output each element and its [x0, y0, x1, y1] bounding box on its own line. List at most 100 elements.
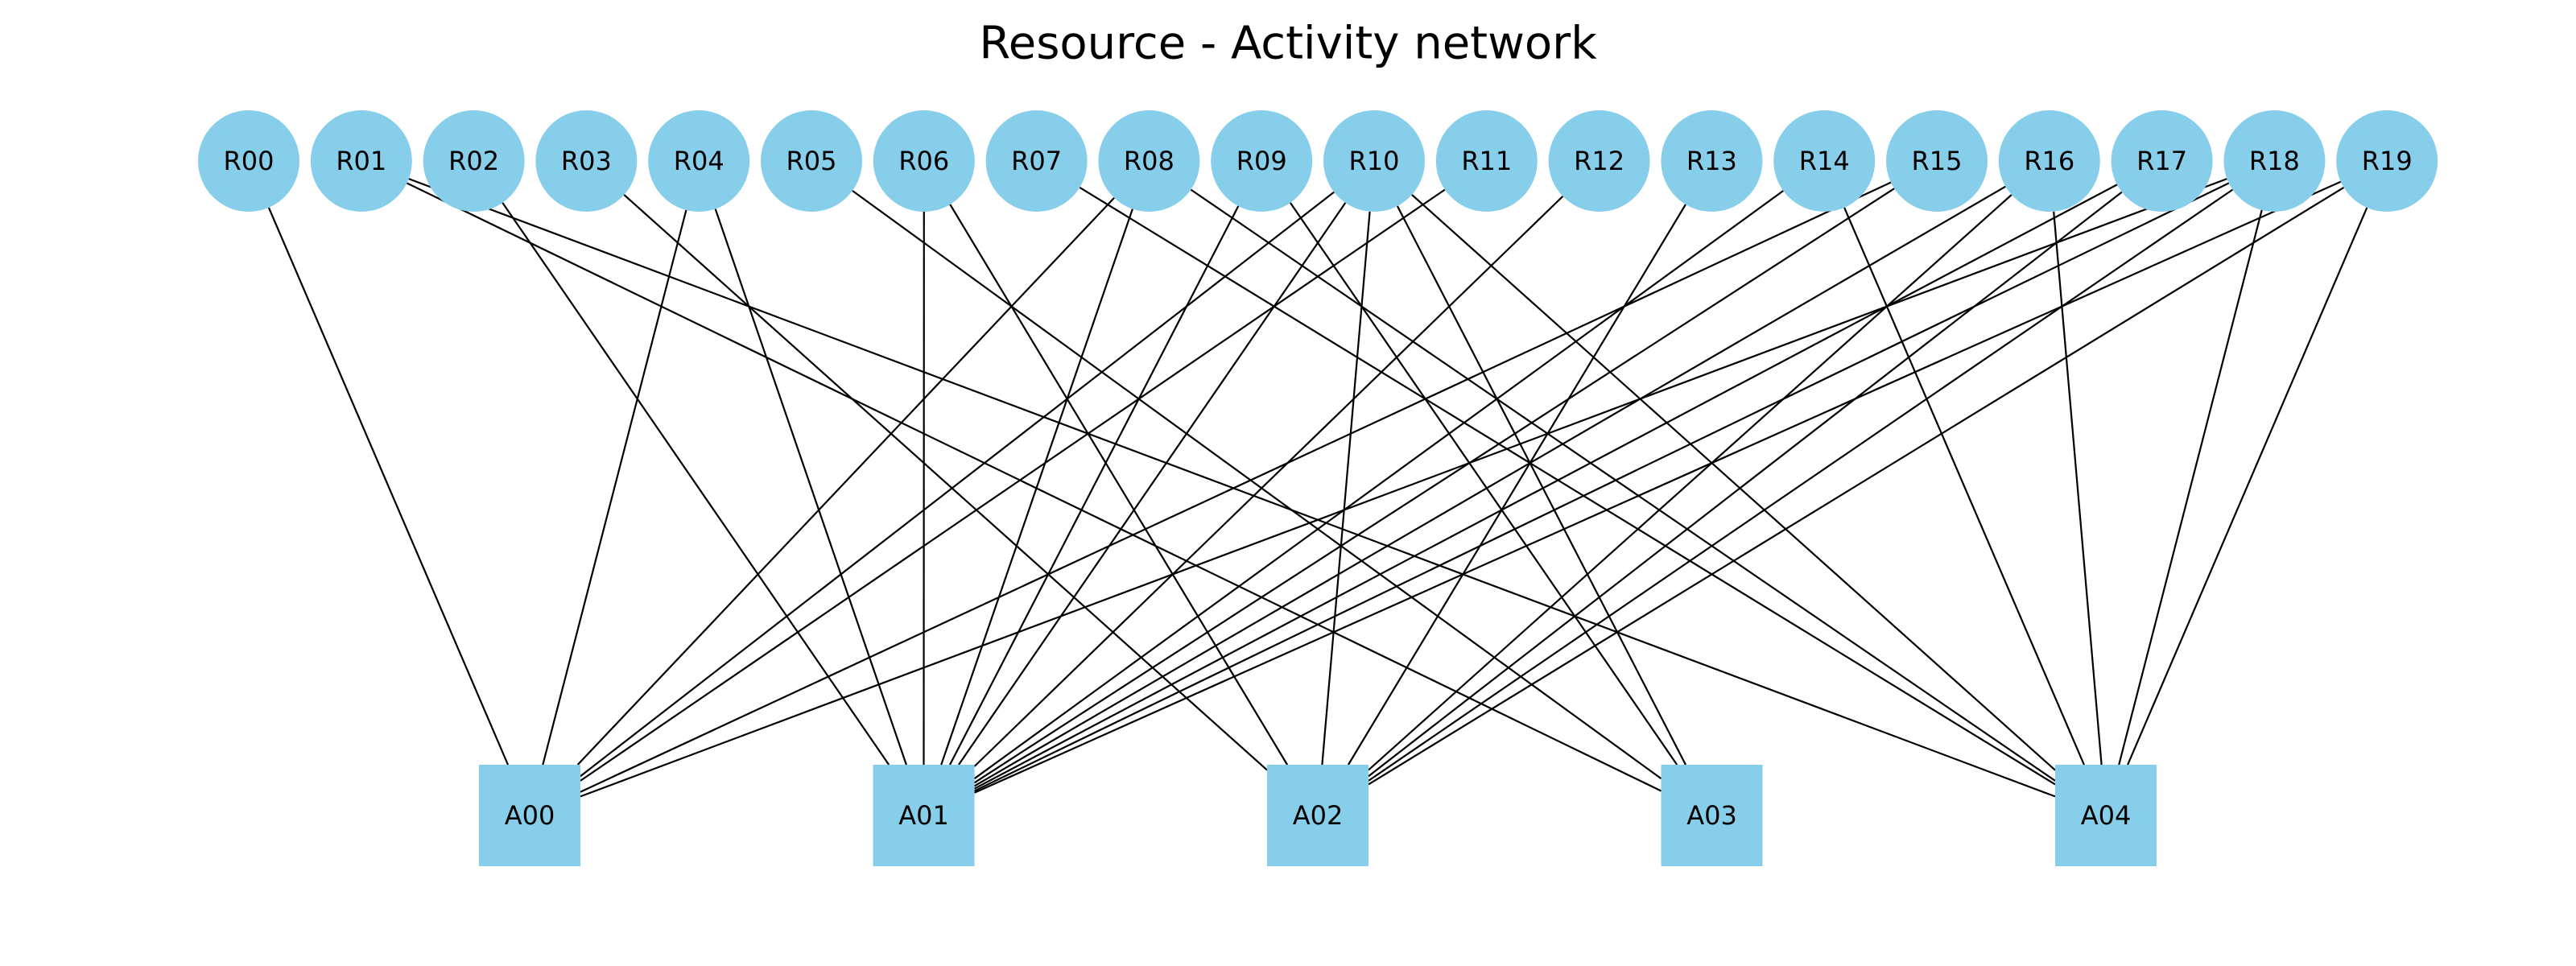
edge-r18-a00 — [580, 178, 2227, 798]
resource-circle — [1211, 110, 1313, 212]
edge-r01-a04 — [408, 178, 2056, 798]
activity-square — [873, 765, 975, 866]
resource-node-r14: R14 — [1773, 110, 1876, 212]
resource-node-r04: R04 — [648, 110, 750, 212]
resource-circle — [198, 110, 299, 212]
edge-r16-a02 — [1368, 194, 2013, 771]
edge-r15-a00 — [580, 181, 1892, 793]
activity-node-a04: A04 — [2055, 765, 2157, 866]
resource-node-r08: R08 — [1098, 110, 1200, 212]
resource-circle — [648, 110, 750, 212]
edge-r08-a01 — [940, 208, 1133, 766]
resource-label: R07 — [1011, 146, 1062, 176]
resource-label: R00 — [224, 146, 275, 176]
edge-r10-a01 — [957, 202, 1347, 766]
edge-r14-a04 — [1843, 207, 2085, 766]
edge-r10-a03 — [1396, 205, 1686, 766]
resource-circle — [423, 110, 525, 212]
resource-node-r05: R05 — [761, 110, 862, 212]
resource-node-r19: R19 — [2336, 110, 2438, 212]
resource-label: R02 — [448, 146, 499, 176]
edge-r08-a00 — [576, 197, 1115, 766]
activity-label: A02 — [1293, 800, 1344, 831]
edge-r07-a04 — [1079, 186, 2056, 786]
resource-node-r10: R10 — [1323, 110, 1425, 212]
edge-r09-a03 — [1289, 202, 1678, 766]
edge-r03-a02 — [623, 194, 1268, 771]
resource-circle — [535, 110, 638, 212]
resource-node-r07: R07 — [985, 110, 1088, 212]
activity-nodes: A00 A01 A02 A03 A04 — [479, 765, 2157, 866]
edge-r18-a01 — [974, 182, 2230, 792]
resource-label: R06 — [898, 146, 949, 176]
edge-r16-a01 — [973, 185, 2006, 787]
activity-node-a01: A01 — [873, 765, 975, 866]
edge-r09-a01 — [949, 205, 1240, 766]
resource-circle — [1098, 110, 1200, 212]
edge-r12-a01 — [973, 196, 1564, 767]
resource-node-r11: R11 — [1435, 110, 1538, 212]
resource-label: R15 — [1912, 146, 1963, 176]
resource-label: R19 — [2362, 146, 2413, 176]
resource-label: R01 — [336, 146, 386, 176]
activity-label: A00 — [505, 800, 555, 831]
edge-r10-a02 — [1321, 211, 1371, 766]
edge-r19-a04 — [2127, 207, 2368, 766]
edge-r04-a01 — [714, 208, 907, 766]
resource-circle — [1998, 110, 2100, 212]
edge-r15-a01 — [973, 188, 1895, 784]
edge-r14-a01 — [973, 190, 1784, 780]
resource-label: R10 — [1349, 146, 1400, 176]
resource-circle — [1435, 110, 1538, 212]
edge-r18-a04 — [2118, 209, 2263, 766]
resource-label: R08 — [1124, 146, 1174, 176]
resource-node-r15: R15 — [1886, 110, 1988, 212]
edge-r19-a01 — [974, 180, 2342, 794]
activity-node-a03: A03 — [1661, 765, 1763, 866]
resource-label: R05 — [786, 146, 837, 176]
edge-r17-a02 — [1368, 191, 2123, 778]
edge-r00-a00 — [267, 207, 510, 766]
resource-label: R09 — [1236, 146, 1287, 176]
resource-label: R14 — [1799, 146, 1850, 176]
activity-label: A03 — [1686, 800, 1737, 831]
resource-circle — [1548, 110, 1650, 212]
activity-label: A01 — [898, 800, 949, 831]
resource-node-r03: R03 — [535, 110, 638, 212]
edge-r19-a02 — [1368, 186, 2345, 786]
edge-r06-a02 — [949, 204, 1289, 766]
resource-node-r02: R02 — [423, 110, 525, 212]
edge-r18-a02 — [1368, 188, 2234, 782]
resource-node-r12: R12 — [1548, 110, 1650, 212]
edge-r02-a01 — [502, 202, 890, 766]
edge-r08-a04 — [1190, 188, 2056, 782]
edge-r17-a01 — [973, 184, 2118, 790]
resource-nodes: R00 R01 R02 R03 R04 R05 R06 R07 R08 R09 R10 R11 R12 R… — [198, 110, 2438, 212]
activity-label: A04 — [2081, 800, 2132, 831]
diagram-title: Resource - Activity network — [979, 18, 1597, 70]
activity-square — [2055, 765, 2157, 866]
resource-circle — [985, 110, 1088, 212]
resource-circle — [2336, 110, 2438, 212]
edge-r01-a03 — [407, 182, 1662, 792]
resource-circle — [1661, 110, 1763, 212]
resource-circle — [873, 110, 975, 212]
resource-label: R16 — [2024, 146, 2074, 176]
resource-node-r01: R01 — [310, 110, 412, 212]
resource-node-r09: R09 — [1211, 110, 1313, 212]
resource-circle — [310, 110, 412, 212]
resource-circle — [2223, 110, 2326, 212]
edge-r10-a00 — [580, 191, 1335, 778]
resource-circle — [1773, 110, 1876, 212]
activity-node-a00: A00 — [479, 765, 580, 866]
resource-circle — [761, 110, 862, 212]
resource-node-r16: R16 — [1998, 110, 2100, 212]
resource-node-r06: R06 — [873, 110, 975, 212]
activity-node-a02: A02 — [1267, 765, 1368, 866]
resource-node-r00: R00 — [198, 110, 299, 212]
resource-label: R12 — [1574, 146, 1624, 176]
resource-label: R18 — [2249, 146, 2300, 176]
resource-circle — [1886, 110, 1988, 212]
resource-label: R03 — [561, 146, 612, 176]
